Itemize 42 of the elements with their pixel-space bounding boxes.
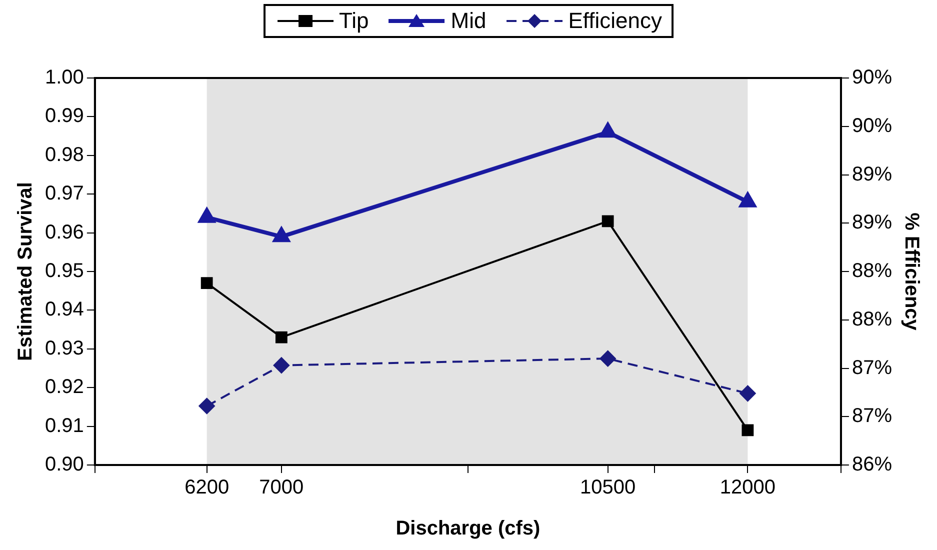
legend-label: Tip	[339, 8, 369, 34]
y-tick-label: 0.92	[44, 376, 84, 398]
y-tick-label: 0.99	[44, 105, 84, 128]
point	[200, 277, 213, 290]
y-tick-label: 0.93	[44, 337, 84, 360]
y2-tick-label: 88%	[852, 260, 892, 282]
x-tick-label: 10500	[580, 476, 636, 499]
legend-label: Efficiency	[568, 8, 662, 34]
point	[273, 357, 290, 374]
point	[600, 123, 616, 138]
point	[602, 215, 614, 228]
point	[198, 398, 215, 414]
y-tick-label: 0.98	[44, 144, 84, 166]
y-tick-label: 0.94	[44, 298, 84, 321]
y2-tick-label: 87%	[852, 405, 892, 428]
point	[742, 424, 754, 436]
x-tick-label: 7000	[259, 476, 304, 499]
y2-tick-label: 86%	[852, 454, 892, 476]
y-tick-label: 1.00	[44, 66, 84, 89]
y-tick-label: 0.90	[44, 454, 84, 476]
y2-tick-label: 89%	[852, 212, 892, 234]
y2-tick-label: 88%	[852, 308, 892, 330]
y2-axis-title: % Efficiency	[900, 212, 922, 332]
point	[600, 350, 616, 367]
point	[740, 385, 756, 402]
y-tick-label: 0.95	[44, 260, 84, 282]
point	[198, 208, 215, 223]
y2-tick-label: 90%	[852, 66, 892, 89]
x-axis-title: Discharge (cfs)	[396, 518, 540, 540]
y2-tick-label: 87%	[852, 356, 892, 379]
y-axis-title: Estimated Survival	[14, 182, 37, 361]
y2-tick-label: 89%	[852, 163, 892, 186]
y-tick-label: 0.96	[44, 221, 84, 244]
point	[275, 331, 288, 344]
x-tick-label: 12000	[720, 476, 776, 499]
point	[273, 228, 290, 242]
y-tick-label: 0.97	[44, 182, 84, 205]
y-tick-label: 0.91	[44, 414, 84, 437]
y2-tick-label: 90%	[852, 114, 892, 137]
legend-label: Mid	[450, 8, 486, 34]
x-tick-label: 6200	[184, 476, 230, 499]
point	[740, 192, 756, 208]
